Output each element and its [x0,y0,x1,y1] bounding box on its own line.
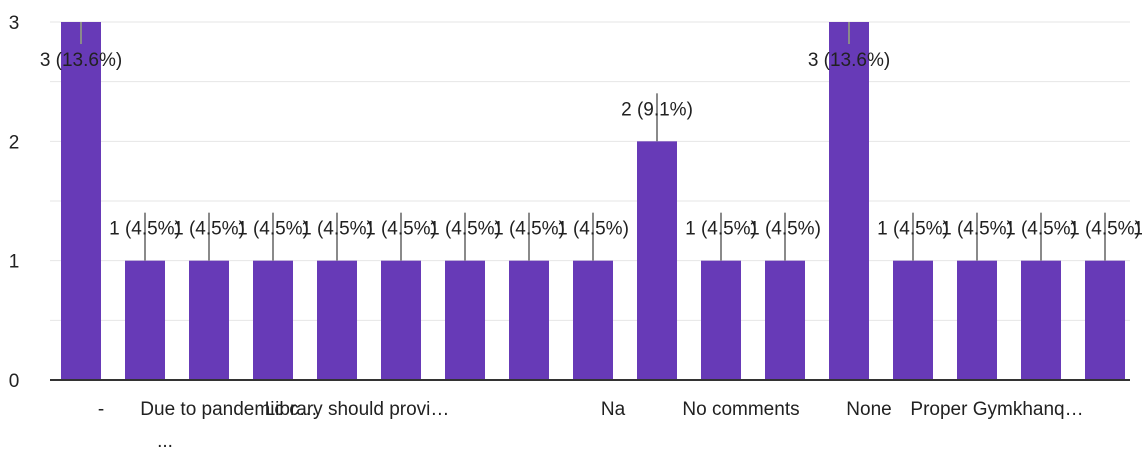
x-axis-category-labels: -... Due to pandemic c…Library should pro… [98,399,1084,452]
bar [701,260,741,380]
x-category-label: ... [157,431,173,452]
bar [61,22,101,380]
bar [957,260,997,380]
data-label: 1 (4.5%) [1069,219,1141,240]
bar [1085,260,1125,380]
x-category-label: Na [601,399,626,420]
bar [445,260,485,380]
data-label: 1 (4.5%) [301,219,373,240]
gridlines [50,21,1130,321]
bar [509,260,549,380]
x-category-label: No comments [682,399,799,420]
data-label: 3 (13.6%) [40,50,122,71]
x-category-label: Proper Gymkhanq… [910,399,1083,420]
bars [61,22,1125,380]
bar [317,260,357,380]
data-label: 1 (4.5%) [557,219,629,240]
bar [829,22,869,380]
data-label: 1 (4.5%) [1005,219,1077,240]
data-label: 1 (4.5%) [109,219,181,240]
data-label: 2 (9.1%) [621,99,693,120]
data-label: 1 (4.5%) [877,219,949,240]
bar [637,141,677,380]
data-label: 3 (13.6%) [808,50,890,71]
x-category-label: Due to pandemic c… [140,399,317,420]
bar [253,260,293,380]
data-label: 1 (4.5%) [237,219,309,240]
bar [381,260,421,380]
data-label: 1 (4.5%) [685,219,757,240]
data-labels: 3 (13.6%)1 (4.5%)1 (4.5%)1 (4.5%)1 (4.5%… [40,22,1142,261]
x-category-label: None [846,399,891,420]
bar [765,260,805,380]
x-category-label: Library should provi… [265,399,450,420]
y-tick-label: 2 [9,132,20,153]
data-label: 1 (4.5%) [749,219,821,240]
y-axis-ticks: 0 1 2 3 [9,13,20,392]
bar [125,260,165,380]
x-category-label: - [98,399,104,420]
data-label: 1 (4.5%) [493,219,565,240]
bar [893,260,933,380]
data-label: 1 (4.5%) [365,219,437,240]
y-tick-label: 3 [9,13,20,34]
y-tick-label: 0 [9,371,20,392]
data-label: 1 (4.5%) [429,219,501,240]
y-tick-label: 1 [9,252,20,273]
bar [1021,260,1061,380]
bar [189,260,229,380]
data-label: 1 (4.5%) [173,219,245,240]
bar [573,260,613,380]
data-label: 1 (4.5%) [941,219,1013,240]
data-label: 1 (4.5%) [1133,219,1142,240]
